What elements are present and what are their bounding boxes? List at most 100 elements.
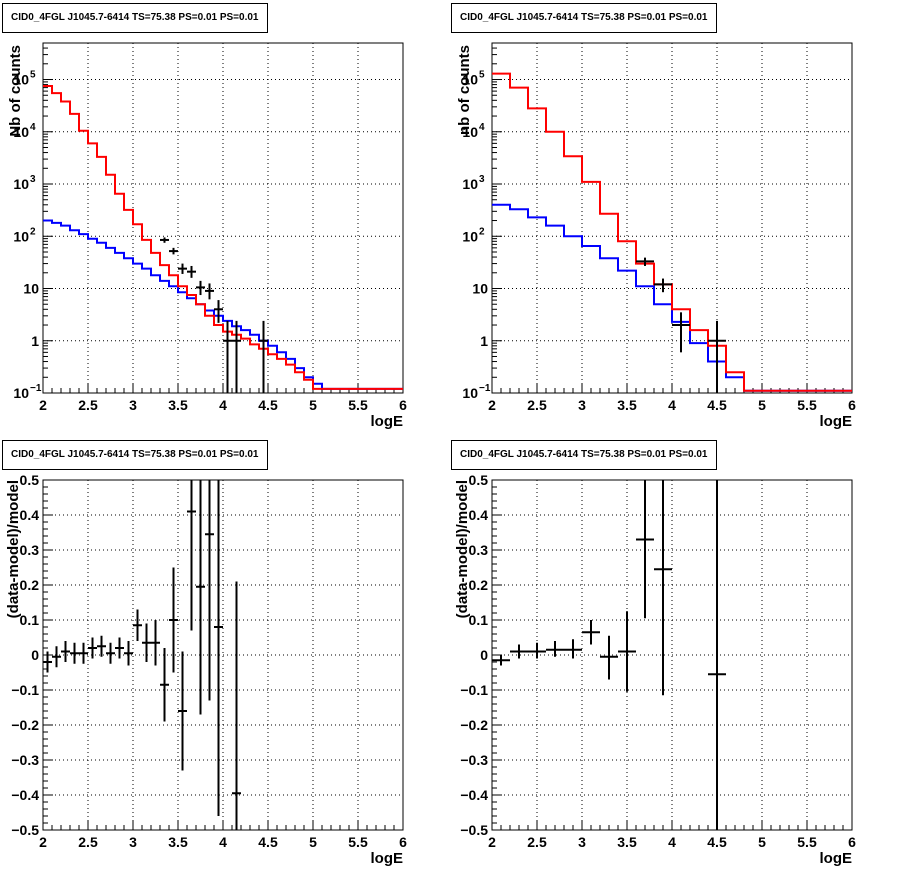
grid — [43, 480, 403, 830]
y-tick-label: 10 — [23, 281, 39, 297]
x-axis-label: logE — [371, 850, 404, 867]
panel-title: CID0_4FGL J1045.7-6414 TS=75.38 PS=0.01 … — [451, 440, 717, 470]
y-tick-exponent: 2 — [479, 226, 485, 237]
y-tick-exponent: 4 — [30, 122, 36, 133]
x-tick-label: 6 — [848, 834, 856, 850]
data-point — [618, 611, 636, 692]
y-tick-label: 10 — [462, 176, 478, 192]
x-tick-label: 2.5 — [78, 397, 98, 413]
data-point — [70, 642, 79, 664]
y-tick-label: −0.1 — [460, 682, 488, 698]
chart-residuals-right: 2 2.5 3 3.5 4 4.5 5 5.5 6logE−0.5−0.4−0.3−0.2−0.… — [454, 472, 856, 867]
data-point — [582, 620, 600, 645]
y-tick-label: −0.4 — [460, 787, 488, 803]
x-tick-label: 4.5 — [707, 397, 727, 413]
data-point — [88, 637, 97, 659]
y-tick-label: 10 — [13, 124, 29, 140]
y-tick-label: 0.2 — [469, 577, 489, 593]
data-point — [214, 480, 223, 816]
y-tick-label: −0.3 — [11, 752, 39, 768]
data-point — [196, 480, 205, 715]
chart-residuals-left: 2 2.5 3 3.5 4 4.5 5 5.5 6logE−0.5−0.4−0.3−0.2−0.… — [5, 472, 407, 867]
data-point — [79, 642, 88, 664]
data-point — [187, 480, 196, 631]
y-tick-label: 1 — [480, 333, 488, 349]
x-axis-label: logE — [820, 413, 853, 430]
x-tick-label: 3.5 — [168, 834, 188, 850]
y-tick-label: 0 — [480, 647, 488, 663]
data-point — [564, 639, 582, 659]
data-point — [142, 623, 151, 662]
data-point — [97, 635, 106, 657]
grid — [492, 480, 852, 830]
grid — [43, 43, 403, 393]
y-tick-label: 0.3 — [469, 542, 489, 558]
data-point — [214, 300, 223, 323]
x-tick-label: 5 — [758, 397, 766, 413]
y-tick-label: 10 — [472, 281, 488, 297]
data-point — [672, 312, 690, 353]
x-tick-label: 5.5 — [348, 834, 368, 850]
y-tick-label: 10 — [462, 72, 478, 88]
y-axis-label: (data-model)/model — [5, 480, 22, 618]
data-point — [259, 320, 268, 393]
y-tick-label: 0.2 — [20, 577, 40, 593]
y-tick-label: −0.2 — [460, 717, 488, 733]
data-point — [169, 567, 178, 673]
data-point — [160, 648, 169, 722]
data-point — [528, 642, 546, 659]
y-tick-exponent: 3 — [30, 174, 36, 185]
data-point — [187, 265, 196, 278]
data-point — [151, 620, 160, 666]
y-tick-label: −0.3 — [460, 752, 488, 768]
data-point — [223, 320, 232, 393]
panel-top-right: 2 2.5 3 3.5 4 4.5 5 5.5 6 logE 10 −1 1 10 10 2 10 3 10 4 10 5… — [449, 0, 898, 437]
data-point — [115, 637, 124, 659]
x-tick-label: 2.5 — [527, 397, 547, 413]
y-tick-label: 10 — [13, 72, 29, 88]
data-point — [636, 257, 654, 266]
x-tick-label: 3 — [129, 397, 137, 413]
y-tick-label: 0 — [31, 647, 39, 663]
x-tick-label: 4 — [668, 397, 676, 413]
x-tick-label: 3.5 — [168, 397, 188, 413]
panel-bottom-left: 2 2.5 3 3.5 4 4.5 5 5.5 6 logE −0.5 −0.4 −0.3 −0.2 −0.… — [0, 437, 449, 874]
y-tick-exponent: 2 — [30, 226, 36, 237]
data-points — [160, 237, 268, 393]
x-tick-label: 3 — [578, 397, 586, 413]
y-tick-label: −0.5 — [11, 822, 39, 838]
panel-title: CID0_4FGL J1045.7-6414 TS=75.38 PS=0.01 … — [2, 3, 268, 33]
y-tick-label: 10 — [13, 228, 29, 244]
panel-title: CID0_4FGL J1045.7-6414 TS=75.38 PS=0.01 … — [451, 3, 717, 33]
data-points — [43, 480, 241, 830]
y-tick-label: 10 — [13, 176, 29, 192]
x-tick-label: 2 — [488, 397, 496, 413]
x-tick-label: 4.5 — [258, 834, 278, 850]
x-tick-label: 3.5 — [617, 834, 637, 850]
panel-top-left: 2 2.5 3 3.5 4 4.5 5 5.5 6 logE 10 −1 1 10 10 2 10 3 10 4 10 5… — [0, 0, 449, 437]
y-tick-label: 0.1 — [469, 612, 489, 628]
x-axis-label: logE — [371, 413, 404, 430]
data-point — [61, 641, 70, 662]
x-tick-label: 2.5 — [527, 834, 547, 850]
data-points — [492, 480, 726, 830]
y-axis: −0.5 −0.4 −0.3 −0.2 −0.1 0 0.1 0.2 0.3 0.4 0.5(dat… — [454, 472, 502, 838]
y-tick-label: 0.4 — [20, 507, 40, 523]
panel-title: CID0_4FGL J1045.7-6414 TS=75.38 PS=0.01 … — [2, 440, 268, 470]
data-point — [124, 641, 133, 666]
x-tick-label: 5.5 — [797, 834, 817, 850]
y-tick-exponent: −1 — [30, 383, 42, 394]
x-tick-label: 3 — [578, 834, 586, 850]
y-tick-label: 0.3 — [20, 542, 40, 558]
data-point — [43, 651, 52, 673]
x-tick-label: 3.5 — [617, 397, 637, 413]
x-axis-label: logE — [820, 850, 853, 867]
x-tick-label: 4 — [219, 834, 227, 850]
x-tick-label: 2.5 — [78, 834, 98, 850]
